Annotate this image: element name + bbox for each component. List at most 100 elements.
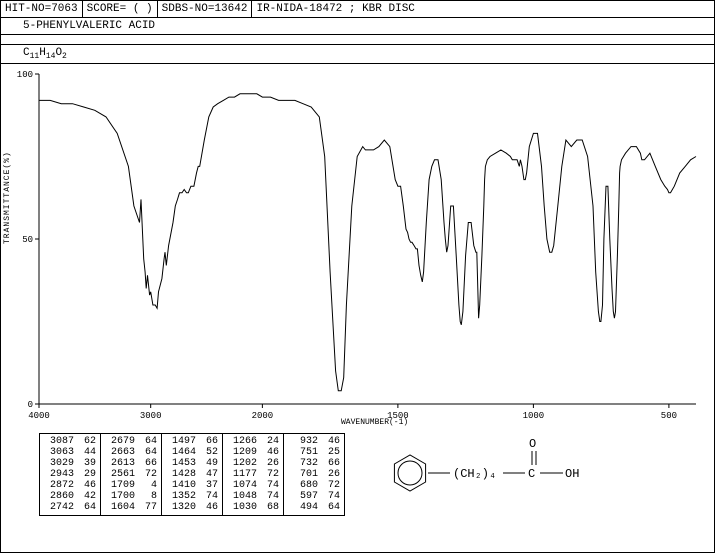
peak-transmittance: 37 [202, 480, 218, 491]
peak-transmittance: 66 [324, 458, 340, 469]
peak-row: 2872 46 [44, 480, 96, 491]
peak-row: 286042 [44, 491, 96, 502]
peak-row: 145349 [166, 458, 218, 469]
peak-transmittance: 46 [324, 436, 340, 447]
peak-transmittance: 66 [202, 436, 218, 447]
peak-row: 1320 46 [166, 502, 218, 513]
peak-wavenumber: 932 [288, 436, 318, 447]
svg-text:1000: 1000 [523, 411, 545, 421]
peak-wavenumber: 3063 [44, 447, 74, 458]
peak-transmittance: 47 [202, 469, 218, 480]
compound-name: 5-PHENYLVALERIC ACID [1, 18, 714, 35]
peak-row: 266364 [105, 447, 157, 458]
peak-transmittance: 39 [80, 458, 96, 469]
svg-text:(CH₂)₄: (CH₂)₄ [453, 467, 496, 481]
peak-row: 1048 74 [227, 491, 279, 502]
peak-wavenumber: 1266 [227, 436, 257, 447]
peak-row: 17008 [105, 491, 157, 502]
peak-wavenumber: 1410 [166, 480, 196, 491]
peak-transmittance: 64 [141, 447, 157, 458]
peak-wavenumber: 701 [288, 469, 318, 480]
peak-transmittance: 72 [141, 469, 157, 480]
peak-transmittance: 42 [80, 491, 96, 502]
peak-row: 146452 [166, 447, 218, 458]
peak-row: 1604 77 [105, 502, 157, 513]
peak-column: 2679642663642613662561721709417008160477 [101, 434, 162, 515]
peak-wavenumber: 3029 [44, 458, 74, 469]
peak-transmittance: 25 [324, 447, 340, 458]
peak-transmittance: 46 [202, 502, 218, 513]
peak-row: 1177 72 [227, 469, 279, 480]
peak-transmittance: 46 [263, 447, 279, 458]
peak-transmittance: 46 [80, 480, 96, 491]
svg-text:3000: 3000 [140, 411, 162, 421]
peak-row: 1410 37 [166, 480, 218, 491]
ir-info: IR-NIDA-18472 ; KBR DISC [252, 1, 714, 17]
peak-wavenumber: 2943 [44, 469, 74, 480]
peak-row: 306344 [44, 447, 96, 458]
peak-column: 1497661464521453491428471410371352741320… [162, 434, 223, 515]
peak-row: 1266 24 [227, 436, 279, 447]
peak-transmittance: 52 [202, 447, 218, 458]
peak-wavenumber: 1209 [227, 447, 257, 458]
sdbs-no: SDBS-NO=13642 [158, 1, 253, 17]
ir-spectrum-chart: TRANSMITTANCE(%) 05010040003000200015001… [1, 64, 714, 429]
peak-row: 2679 64 [105, 436, 157, 447]
peak-transmittance: 72 [263, 469, 279, 480]
peak-transmittance: 62 [80, 436, 96, 447]
peak-transmittance: 8 [141, 491, 157, 502]
peak-transmittance: 64 [141, 436, 157, 447]
peak-wavenumber: 2613 [105, 458, 135, 469]
score: SCORE= ( ) [83, 1, 158, 17]
peak-row: 732 66 [288, 458, 340, 469]
peak-column: 1266241209461202261177721074741048741030… [223, 434, 284, 515]
peak-row: 59774 [288, 491, 340, 502]
peak-transmittance: 4 [141, 480, 157, 491]
peak-wavenumber: 732 [288, 458, 318, 469]
peak-wavenumber: 2872 [44, 480, 74, 491]
svg-text:4000: 4000 [28, 411, 50, 421]
peak-wavenumber: 597 [288, 491, 318, 502]
peak-transmittance: 74 [263, 491, 279, 502]
peak-row: 3029 39 [44, 458, 96, 469]
bottom-area: 3087623063443029392943292872462860422742… [1, 429, 714, 520]
peak-wavenumber: 1177 [227, 469, 257, 480]
svg-text:50: 50 [22, 235, 33, 245]
peak-row: 120226 [227, 458, 279, 469]
peak-table: 3087623063443029392943292872462860422742… [39, 433, 345, 516]
peak-wavenumber: 1320 [166, 502, 196, 513]
peak-row: 494 64 [288, 502, 340, 513]
peak-transmittance: 24 [263, 436, 279, 447]
peak-row: 103068 [227, 502, 279, 513]
peak-transmittance: 66 [141, 458, 157, 469]
peak-transmittance: 64 [324, 502, 340, 513]
blank-row [1, 35, 714, 45]
peak-column: 93246751257326670126680725977449464 [284, 434, 344, 515]
svg-text:C: C [528, 467, 535, 481]
peak-wavenumber: 1048 [227, 491, 257, 502]
peak-transmittance: 74 [202, 491, 218, 502]
peak-wavenumber: 1074 [227, 480, 257, 491]
peak-wavenumber: 2742 [44, 502, 74, 513]
peak-transmittance: 26 [263, 458, 279, 469]
peak-wavenumber: 1604 [105, 502, 135, 513]
peak-wavenumber: 1497 [166, 436, 196, 447]
svg-text:0: 0 [28, 400, 33, 410]
peak-wavenumber: 2679 [105, 436, 135, 447]
peak-row: 70126 [288, 469, 340, 480]
peak-column: 3087623063443029392943292872462860422742… [40, 434, 101, 515]
x-axis-label: WAVENUMBER(-1) [341, 418, 408, 427]
peak-transmittance: 68 [263, 502, 279, 513]
svg-text:O: O [529, 437, 536, 451]
peak-wavenumber: 494 [288, 502, 318, 513]
peak-transmittance: 77 [141, 502, 157, 513]
peak-row: 1428 47 [166, 469, 218, 480]
peak-row: 1074 74 [227, 480, 279, 491]
peak-row: 256172 [105, 469, 157, 480]
svg-text:500: 500 [661, 411, 677, 421]
peak-row: 932 46 [288, 436, 340, 447]
peak-transmittance: 74 [263, 480, 279, 491]
peak-wavenumber: 751 [288, 447, 318, 458]
peak-wavenumber: 1428 [166, 469, 196, 480]
peak-wavenumber: 3087 [44, 436, 74, 447]
